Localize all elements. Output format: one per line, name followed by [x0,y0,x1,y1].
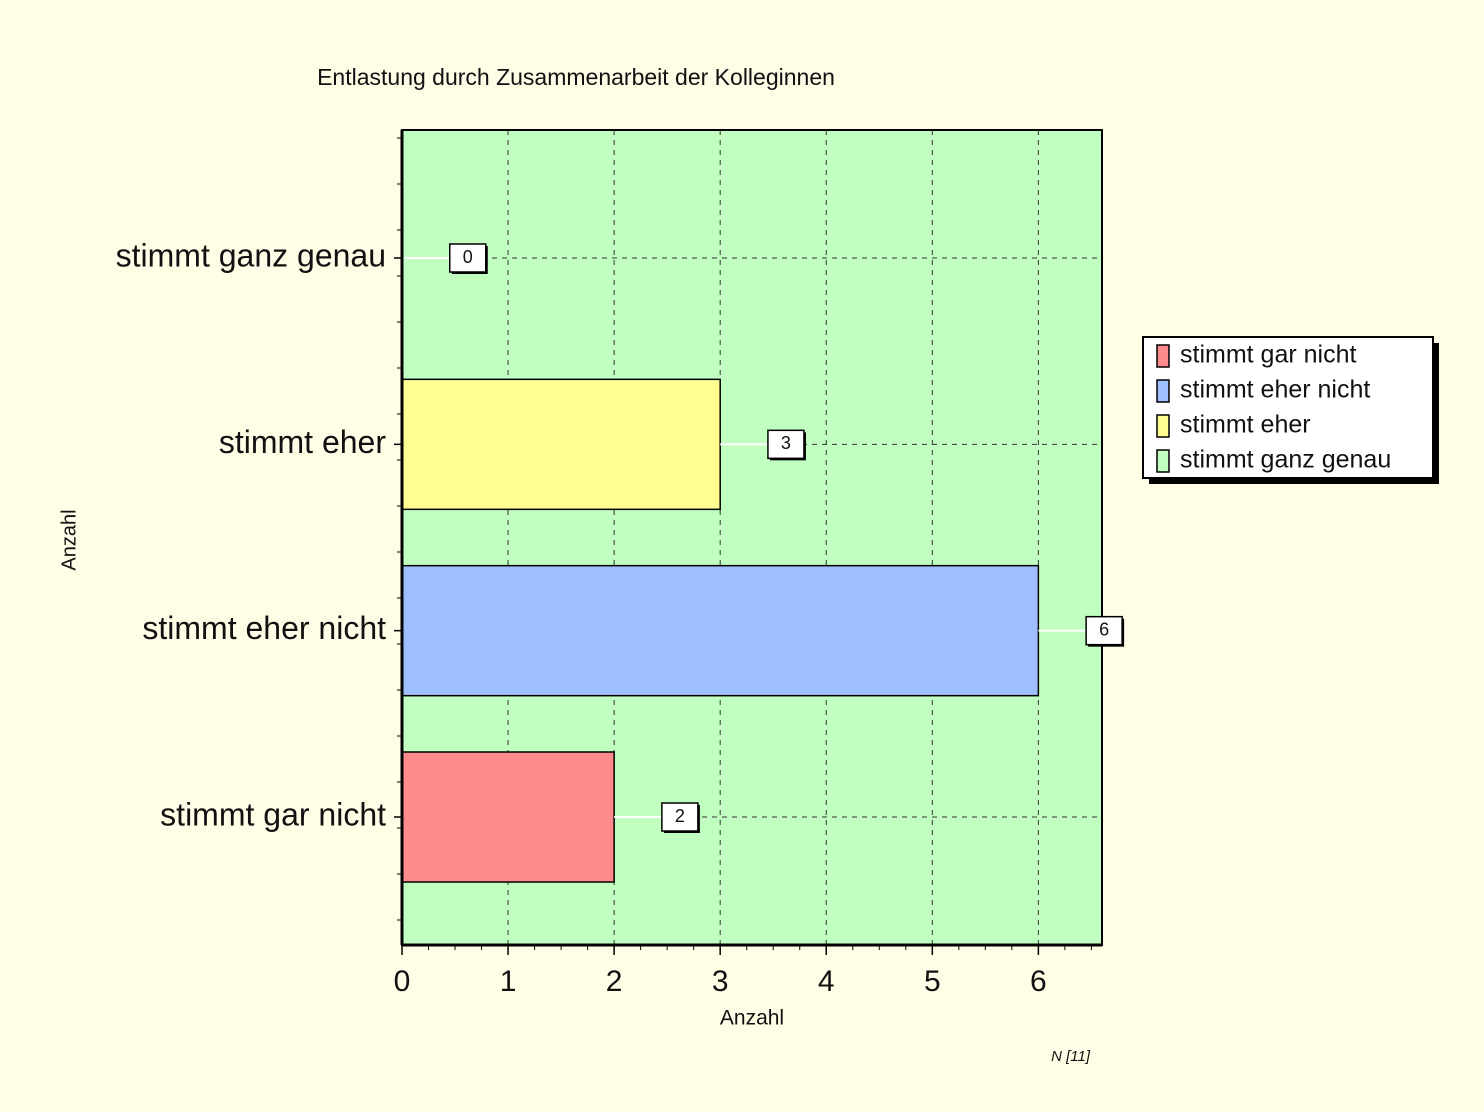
x-tick-label: 0 [394,965,411,998]
value-label: 3 [781,433,791,453]
note: N [11] [1051,1048,1091,1065]
legend-swatch [1156,379,1170,403]
label-box [767,429,805,460]
legend-label: stimmt gar nicht [1180,341,1356,369]
value-label: 2 [675,806,685,826]
x-tick-label: 1 [500,965,517,998]
value-label: 6 [1099,619,1109,639]
value-label: 0 [463,247,473,267]
x-tick-label: 6 [1030,965,1047,998]
y-axis-label: Anzahl [58,509,80,570]
legend-swatch [1156,449,1170,473]
chart-title: Entlastung durch Zusammenarbeit der Koll… [317,64,835,90]
x-tick-label: 3 [712,965,729,998]
legend-label: stimmt ganz genau [1180,446,1391,474]
legend-swatch [1156,344,1170,368]
label-box [449,243,487,273]
legend-label: stimmt eher nicht [1180,376,1370,404]
y-tick-label: stimmt eher nicht [142,610,386,646]
y-tick-label: stimmt eher [219,424,386,460]
legend-swatch [1156,414,1170,438]
label-box [1085,615,1123,646]
y-tick-label: stimmt gar nicht [160,796,386,832]
bar [401,564,1040,697]
bar [401,378,721,511]
x-tick-label: 2 [606,965,623,998]
label-box [661,802,699,832]
bar [401,751,615,883]
x-axis-label: Anzahl [720,1007,784,1030]
x-tick-label: 4 [818,965,835,998]
legend: stimmt gar nicht stimmt eher nicht stimmt … [1142,336,1439,484]
legend-label: stimmt eher [1180,411,1311,439]
y-tick-label: stimmt ganz genau [116,237,386,273]
x-tick-label: 5 [924,965,941,998]
legend-box [1142,336,1434,479]
